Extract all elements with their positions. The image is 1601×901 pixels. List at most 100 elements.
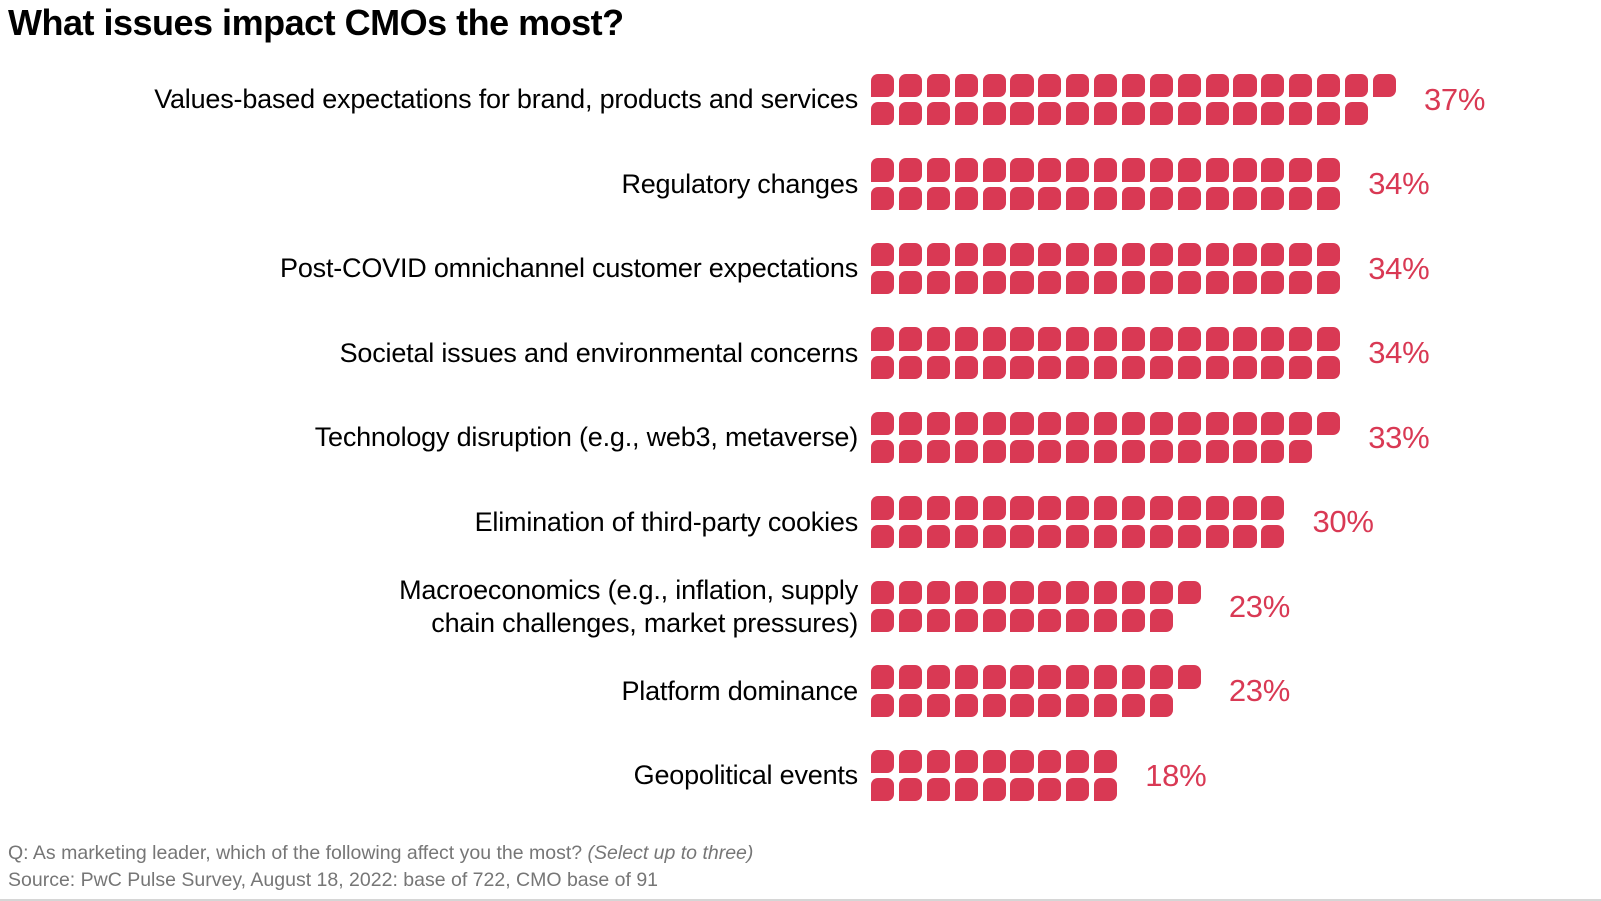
unit-square bbox=[1177, 411, 1201, 435]
unit-square bbox=[1066, 749, 1090, 773]
value-label: 34% bbox=[1368, 335, 1430, 370]
unit-square bbox=[1094, 778, 1118, 802]
unit-square bbox=[1038, 73, 1062, 97]
unit-square bbox=[1066, 158, 1090, 182]
chart-row: Post-COVID omnichannel customer expectat… bbox=[0, 242, 1601, 295]
unit-square bbox=[1233, 242, 1257, 266]
unit-square bbox=[954, 102, 978, 126]
unit-square bbox=[1149, 496, 1173, 520]
unit-square bbox=[954, 440, 978, 464]
chart-row: Technology disruption (e.g., web3, metav… bbox=[0, 411, 1601, 464]
category-label: Geopolitical events bbox=[633, 760, 859, 790]
unit-square bbox=[1010, 580, 1034, 604]
unit-square bbox=[982, 440, 1006, 464]
unit-square bbox=[1149, 242, 1173, 266]
unit-square bbox=[1038, 242, 1062, 266]
unit-square bbox=[982, 524, 1006, 548]
unit-square bbox=[1121, 271, 1146, 295]
unit-square bbox=[871, 693, 895, 717]
category-label: Societal issues and environmental concer… bbox=[339, 337, 859, 368]
unit-square bbox=[1121, 496, 1146, 520]
unit-square bbox=[1317, 411, 1341, 435]
value-label: 23% bbox=[1228, 588, 1290, 624]
unit-square bbox=[1177, 186, 1201, 210]
unit-square bbox=[1094, 411, 1118, 435]
unit-square bbox=[1205, 496, 1229, 520]
unit-square bbox=[1094, 73, 1118, 97]
value-label: 34% bbox=[1368, 166, 1430, 201]
unit-square bbox=[954, 524, 978, 548]
unit-square bbox=[1233, 158, 1257, 182]
unit-square bbox=[926, 271, 950, 295]
footnote: Q: As marketing leader, which of the fol… bbox=[8, 840, 753, 894]
unit-square bbox=[1289, 440, 1313, 464]
unit-square bbox=[982, 496, 1006, 520]
unit-square bbox=[1038, 580, 1062, 604]
unit-square bbox=[1177, 158, 1201, 182]
category-label: Regulatory changes bbox=[621, 168, 858, 199]
unit-square bbox=[871, 778, 895, 802]
unit-square bbox=[1149, 186, 1173, 210]
unit-square bbox=[1121, 242, 1146, 266]
unit-square bbox=[1038, 158, 1062, 182]
unit-square bbox=[926, 665, 950, 689]
unit-square bbox=[1010, 693, 1034, 717]
chart-row: Platform dominance 23% bbox=[0, 665, 1601, 717]
unit-square bbox=[1010, 242, 1034, 266]
unit-square bbox=[1094, 186, 1118, 210]
unit-square bbox=[1121, 73, 1146, 97]
unit-square bbox=[871, 496, 895, 520]
unit-square bbox=[1010, 102, 1034, 126]
unit-square bbox=[982, 609, 1006, 633]
unit-square bbox=[871, 242, 895, 266]
unit-square bbox=[871, 749, 895, 773]
unit-square bbox=[1344, 102, 1369, 126]
unit-square bbox=[871, 102, 895, 126]
unit-square bbox=[898, 496, 923, 520]
unit-square bbox=[1289, 242, 1313, 266]
unit-square bbox=[1205, 440, 1229, 464]
unit-square bbox=[871, 440, 895, 464]
unit-square bbox=[1317, 102, 1341, 126]
unit-square bbox=[1010, 609, 1034, 633]
unit-square bbox=[982, 355, 1006, 379]
unit-square bbox=[898, 524, 923, 548]
source-note: Source: PwC Pulse Survey, August 18, 202… bbox=[8, 869, 659, 891]
unit-square bbox=[954, 327, 978, 351]
unit-square bbox=[926, 440, 950, 464]
chart-row: Elimination of third-party cookies 30% bbox=[0, 496, 1601, 548]
unit-square bbox=[871, 580, 895, 604]
unit-square bbox=[871, 327, 895, 351]
unit-square bbox=[1149, 158, 1173, 182]
unit-square bbox=[1038, 440, 1062, 464]
unit-square bbox=[954, 73, 978, 97]
unit-square bbox=[1038, 665, 1062, 689]
unit-square bbox=[1066, 496, 1090, 520]
unit-square bbox=[954, 609, 978, 633]
unit-squares bbox=[871, 665, 1201, 717]
unit-square bbox=[1177, 496, 1201, 520]
unit-square bbox=[1121, 411, 1146, 435]
unit-square bbox=[1177, 580, 1201, 604]
unit-square bbox=[982, 271, 1006, 295]
unit-square bbox=[1038, 355, 1062, 379]
unit-square bbox=[1121, 524, 1146, 548]
unit-square bbox=[926, 411, 950, 435]
unit-square bbox=[1261, 355, 1285, 379]
unit-square bbox=[982, 102, 1006, 126]
unit-square bbox=[1010, 778, 1034, 802]
unit-square-row bbox=[871, 355, 1341, 379]
value-label: 30% bbox=[1312, 504, 1374, 539]
unit-squares bbox=[871, 749, 1118, 802]
category-label: Technology disruption (e.g., web3, metav… bbox=[314, 422, 858, 452]
unit-square bbox=[871, 186, 895, 210]
unit-square bbox=[1010, 327, 1034, 351]
category-label: Macroeconomics (e.g., inflation, supply … bbox=[399, 574, 858, 638]
unit-square bbox=[1066, 355, 1090, 379]
unit-square bbox=[898, 102, 923, 126]
chart-row: Societal issues and environmental concer… bbox=[0, 327, 1601, 379]
unit-square bbox=[1233, 327, 1257, 351]
unit-square bbox=[1010, 158, 1034, 182]
unit-square bbox=[1094, 158, 1118, 182]
unit-square bbox=[1149, 524, 1173, 548]
